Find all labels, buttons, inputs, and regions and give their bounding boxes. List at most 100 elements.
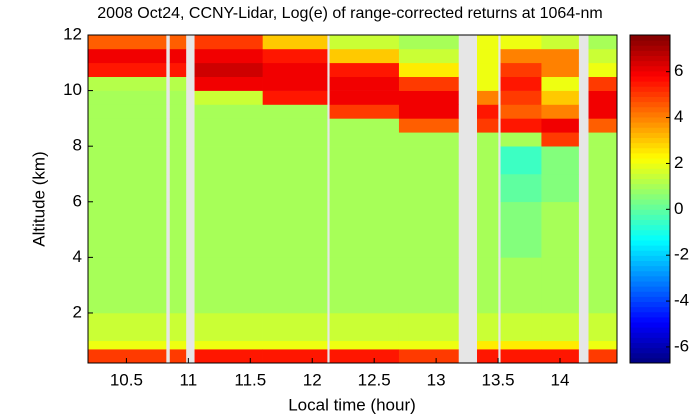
heatmap-cell <box>477 340 499 350</box>
heatmap-cell <box>477 76 499 91</box>
heatmap-cell <box>194 173 263 203</box>
heatmap-cell <box>541 48 579 64</box>
heatmap-cell <box>477 349 499 364</box>
heatmap-cell <box>500 104 542 119</box>
colorbar-step <box>630 219 670 226</box>
heatmap-cell <box>194 90 263 105</box>
heatmap-cell <box>169 340 187 350</box>
colorbar-step <box>630 199 670 205</box>
heatmap-cell <box>329 257 400 314</box>
heatmap-cell <box>169 118 187 133</box>
heatmap-cell <box>88 257 167 314</box>
heatmap-cell <box>262 90 328 105</box>
heatmap-cell <box>88 340 167 350</box>
colorbar-step <box>630 193 670 200</box>
heatmap-cell <box>588 340 618 350</box>
heatmap-cell <box>500 146 542 175</box>
heatmap-cell <box>588 132 618 147</box>
colorbar-step <box>630 337 670 343</box>
colorbar-step <box>630 91 670 97</box>
heatmap-cell <box>398 201 459 258</box>
heatmap-cell <box>541 312 579 342</box>
colorbar-step <box>630 286 670 292</box>
heatmap-cell <box>477 48 499 64</box>
heatmap-cell <box>541 257 579 314</box>
colorbar-step <box>630 178 670 185</box>
heatmap-cell <box>169 146 187 175</box>
heatmap-cell <box>588 312 618 342</box>
heatmap-cell <box>500 201 542 258</box>
heatmap-cell <box>262 76 328 91</box>
heatmap-cell <box>88 35 167 50</box>
colorbar-step <box>630 81 670 87</box>
heatmap-cell <box>329 132 400 147</box>
colorbar-step <box>630 122 670 128</box>
heatmap-cell <box>88 201 167 258</box>
colorbar-step <box>630 55 670 62</box>
heatmap-cell <box>169 173 187 203</box>
colorbar-step <box>630 147 670 154</box>
heatmap-cell <box>194 132 263 147</box>
heatmap-cell <box>541 201 579 258</box>
heatmap-cell <box>398 146 459 175</box>
colorbar-step <box>630 306 670 313</box>
heatmap-cell <box>398 349 459 364</box>
x-tick-label: 12 <box>303 370 322 389</box>
heatmap-cell <box>588 35 618 50</box>
colorbar-step <box>630 301 670 308</box>
heatmap-cell <box>88 146 167 175</box>
colorbar-step <box>630 183 670 190</box>
heatmap-cell <box>541 118 579 133</box>
heatmap-cell <box>588 201 618 258</box>
heatmap-cell <box>194 104 263 119</box>
heatmap-cell <box>262 312 328 342</box>
heatmap-cell <box>88 104 167 119</box>
x-tick-label: 13.5 <box>482 370 515 389</box>
heatmap-cell <box>477 312 499 342</box>
heatmap-cell <box>588 173 618 203</box>
heatmap-cell <box>329 35 400 50</box>
colorbar-step <box>630 229 670 236</box>
colorbar-step <box>630 327 670 333</box>
colorbar-step <box>630 245 670 251</box>
heatmap-cell <box>477 62 499 77</box>
colorbar-step <box>630 86 670 92</box>
heatmap-cell <box>329 312 400 342</box>
heatmap-cell <box>500 340 542 350</box>
heatmap-cell <box>588 48 618 64</box>
x-tick-label: 11.5 <box>234 370 266 389</box>
heatmap-cell <box>398 340 459 350</box>
heatmap-cell <box>588 257 618 314</box>
colorbar-step <box>630 117 670 123</box>
colorbar-step <box>630 209 670 215</box>
heatmap-cell <box>398 76 459 91</box>
colorbar-step <box>630 163 670 169</box>
heatmap-cell <box>477 132 499 147</box>
heatmap-cell <box>194 349 263 364</box>
x-tick-label: 14 <box>551 370 570 389</box>
colorbar-step <box>630 311 670 318</box>
heatmap-cell <box>477 118 499 133</box>
colorbar-step <box>630 127 670 133</box>
colorbar-frame <box>629 34 671 364</box>
heatmap-cell <box>194 118 263 133</box>
colorbar-step <box>630 40 670 46</box>
colorbar-step <box>630 101 670 108</box>
x-tick-label: 10.5 <box>110 370 143 389</box>
colorbar-step <box>630 342 670 349</box>
heatmap-cell <box>588 62 618 77</box>
heatmap-cell <box>398 62 459 77</box>
colorbar-tick-label: 4 <box>674 107 683 126</box>
colorbar-tick-label: 2 <box>674 153 683 172</box>
colorbar-step <box>630 132 670 138</box>
colorbar-step <box>630 250 670 256</box>
heatmap-cell <box>169 312 187 342</box>
heatmap-cell <box>88 62 167 77</box>
colorbar-tick-label: 6 <box>674 61 683 80</box>
colorbar-step <box>630 65 670 72</box>
heatmap-cell <box>477 173 499 203</box>
heatmap-cell <box>500 132 542 147</box>
heatmap-cell <box>329 201 400 258</box>
colorbar-step <box>630 106 670 113</box>
heatmap-cell <box>500 312 542 342</box>
